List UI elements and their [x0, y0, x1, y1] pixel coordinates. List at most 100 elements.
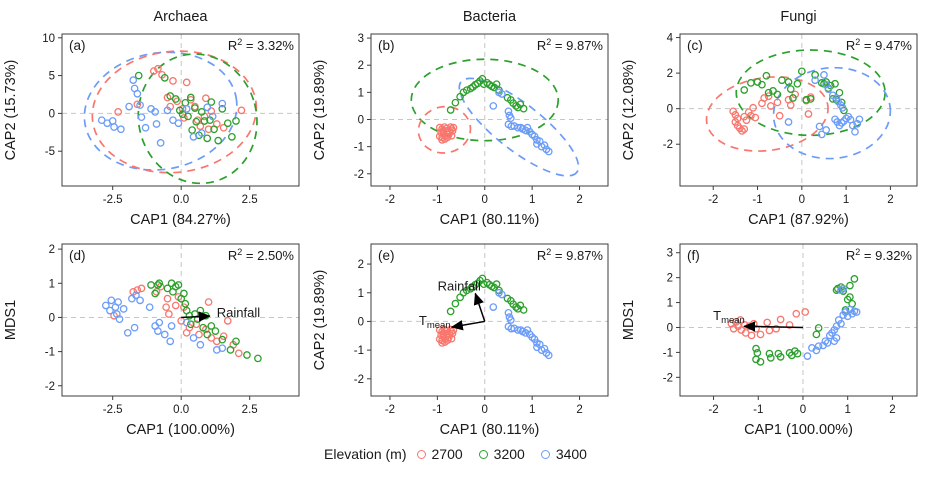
- panel-tag: (b): [378, 38, 395, 53]
- x-axis-title: CAP1 (100.00%): [744, 422, 853, 438]
- data-point: [523, 326, 532, 334]
- data-point: [218, 335, 227, 344]
- x-tick-label: 0: [799, 194, 805, 206]
- y-tick-label: 1: [49, 278, 55, 290]
- data-point: [544, 147, 553, 156]
- data-point: [784, 118, 793, 126]
- data-point: [160, 330, 169, 339]
- legend: Elevation (m) 2700 3200 3400: [0, 446, 927, 462]
- data-point: [747, 111, 755, 120]
- data-point: [820, 71, 828, 79]
- data-point: [219, 123, 228, 132]
- y-tick-label: 1: [358, 87, 364, 99]
- y-axis-title: CAP2 (19.89%): [312, 60, 328, 161]
- data-point: [232, 337, 240, 346]
- r-squared-label: R2 = 2.50%: [228, 247, 295, 263]
- data-point: [786, 85, 795, 93]
- data-point: [134, 71, 143, 80]
- data-point: [512, 303, 520, 311]
- panel-b-chart: -2 -1 0 1 2 3 2 1 0 -1 -2 CAP1 (80.11%) CAP2 (19.89%…: [312, 9, 609, 228]
- data-point: [793, 349, 802, 358]
- data-point: [740, 86, 749, 94]
- points-3200: [446, 74, 528, 114]
- x-tick-label: -2: [708, 194, 718, 206]
- data-point: [778, 76, 786, 85]
- data-point: [855, 115, 864, 124]
- data-point: [180, 114, 188, 122]
- data-point: [822, 126, 831, 134]
- data-point: [447, 131, 456, 140]
- y-tick-label: 10: [42, 33, 55, 45]
- data-point: [133, 286, 142, 294]
- data-point: [101, 301, 110, 310]
- data-point: [772, 324, 780, 333]
- data-point: [806, 95, 815, 103]
- data-point: [837, 319, 845, 328]
- points-3400: [489, 88, 553, 156]
- x-tick-label: -1: [752, 194, 762, 206]
- env-vector-label: Tmean: [419, 313, 451, 331]
- x-tick-label: -2: [385, 404, 395, 416]
- data-point: [812, 330, 821, 339]
- data-point: [523, 123, 532, 132]
- confidence-ellipse-3200: [137, 53, 258, 185]
- x-tick-label: 0.0: [173, 194, 189, 206]
- y-tick-label: 0: [358, 316, 364, 328]
- data-point: [822, 80, 831, 89]
- data-point: [243, 351, 251, 359]
- data-point: [729, 324, 738, 333]
- data-point: [462, 86, 471, 95]
- data-point: [506, 316, 515, 324]
- data-point: [789, 94, 797, 102]
- data-point: [478, 74, 487, 83]
- r-squared-label: R2 = 9.47%: [846, 37, 913, 53]
- data-point: [760, 94, 769, 102]
- data-point: [207, 322, 216, 330]
- x-tick-label: -1: [432, 404, 442, 416]
- panel-archaea-cap: -2.5 0.0 2.5 10 5 0 -5 CAP1 (84.27%) CAP2 (15.73…: [0, 4, 309, 232]
- y-tick-label: 1: [667, 298, 673, 310]
- data-point: [764, 92, 773, 101]
- data-point: [151, 108, 160, 116]
- x-tick-label: 1: [843, 194, 849, 206]
- r-squared-label: R2 = 9.87%: [537, 247, 604, 263]
- x-tick-label: -1: [753, 404, 763, 416]
- panel-title: Bacteria: [463, 9, 517, 25]
- data-point: [752, 344, 760, 353]
- data-point: [519, 104, 528, 113]
- circle-marker-icon: [540, 449, 550, 459]
- data-point: [784, 78, 793, 86]
- y-tick-label: 2: [49, 244, 55, 256]
- data-point: [199, 323, 207, 332]
- data-point: [163, 106, 172, 115]
- data-point: [154, 281, 162, 289]
- env-vector-label: Rainfall: [217, 305, 260, 320]
- y-tick-label: 3: [358, 33, 364, 45]
- panel-border: [679, 33, 918, 187]
- data-point: [542, 349, 551, 357]
- x-tick-label: -2: [708, 404, 718, 416]
- y-tick-label: 2: [667, 68, 673, 80]
- data-point: [182, 105, 191, 113]
- data-point: [540, 141, 549, 150]
- data-point: [462, 286, 471, 295]
- confidence-ellipse-3400: [458, 77, 580, 177]
- x-tick-label: 2: [889, 404, 895, 416]
- data-point: [786, 101, 795, 109]
- legend-item-label: 2700: [431, 446, 463, 462]
- data-point: [171, 301, 180, 310]
- points-2700: [435, 123, 458, 144]
- data-point: [174, 119, 183, 128]
- y-tick-label: -2: [354, 169, 364, 181]
- data-point: [785, 321, 794, 329]
- data-point: [201, 94, 210, 103]
- y-tick-label: 2: [358, 259, 364, 271]
- data-point: [169, 77, 177, 85]
- data-point: [442, 329, 451, 338]
- data-point: [119, 305, 128, 313]
- points-3200: [134, 71, 240, 145]
- y-tick-label: -5: [45, 146, 55, 158]
- panel-tag: (f): [687, 248, 700, 263]
- y-tick-label: 0: [667, 322, 673, 334]
- env-vector-arrow-T: [743, 321, 803, 332]
